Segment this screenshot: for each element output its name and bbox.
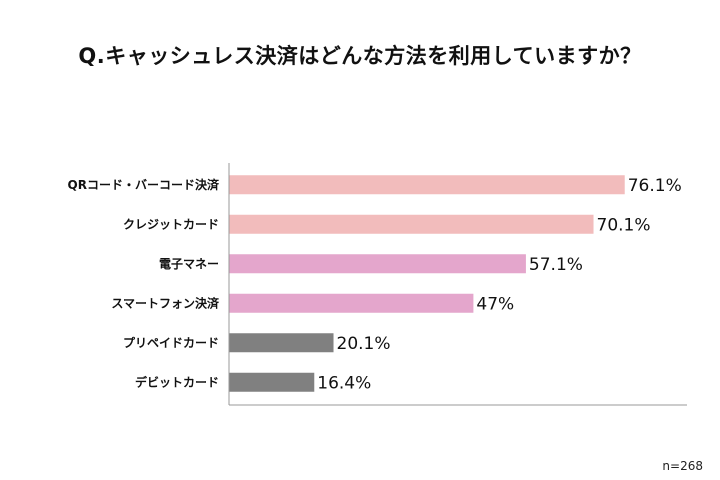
- value-label: 76.1%: [628, 176, 682, 196]
- category-label: デビットカード: [135, 374, 219, 389]
- bar: [229, 254, 526, 274]
- bar: [229, 333, 334, 353]
- chart-title: Q.キャッシュレス決済はどんな方法を利用していますか？: [78, 44, 642, 68]
- value-label: 57.1%: [529, 255, 583, 275]
- value-label: 16.4%: [317, 373, 371, 393]
- category-label: プリペイドカード: [123, 335, 219, 350]
- bar: [229, 372, 315, 392]
- category-label: クレジットカード: [123, 217, 219, 231]
- bar: [229, 293, 474, 313]
- bar: [229, 175, 625, 195]
- category-label: QRコード・バーコード決済: [68, 177, 220, 192]
- value-label: 70.1%: [597, 215, 651, 235]
- value-label: 47%: [476, 294, 514, 314]
- category-label: 電子マネー: [159, 257, 219, 271]
- value-label: 20.1%: [337, 334, 391, 354]
- category-label: スマートフォン決済: [111, 295, 220, 310]
- bar: [229, 214, 594, 234]
- sample-size-note: n=268: [662, 459, 703, 473]
- bars-layer: QRコード・バーコード決済 76.1% クレジットカード 70.1% 電子マネー 57.1…: [68, 175, 682, 393]
